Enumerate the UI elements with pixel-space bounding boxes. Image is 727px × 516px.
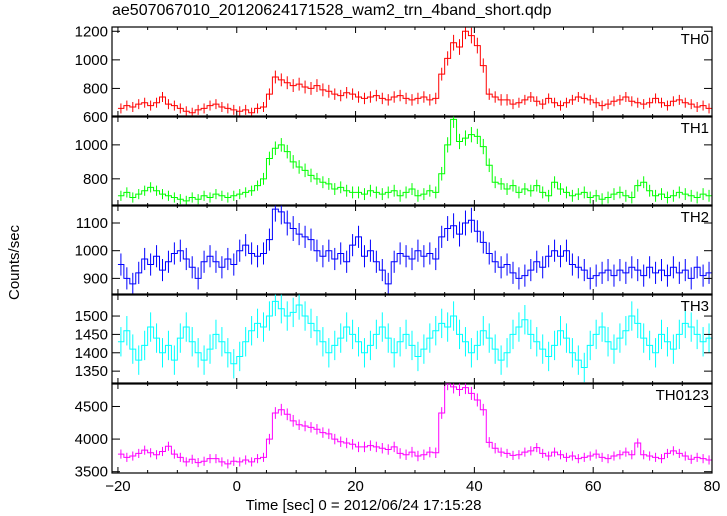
x-axis-label: Time [sec] 0 = 2012/06/24 17:15:28 [245,497,482,514]
y-tick-label: 1000 [75,243,108,260]
chart-title: ae507067010_20120624171528_wam2_trn_4ban… [112,2,552,19]
panel-label-th1: TH1 [681,120,709,137]
panel-frame-th1 [111,115,713,207]
y-tick-label: 4000 [75,431,108,448]
panel-label-th0: TH0 [681,31,709,48]
y-tick-label: 4500 [75,398,108,415]
panel-frame-th0 [111,26,713,118]
series-line-th1 [117,118,712,202]
y-tick-label: 1400 [75,345,108,362]
y-tick-label: 1000 [75,137,108,154]
y-tick-label: 1450 [75,326,108,343]
series-line-th2 [117,208,712,285]
x-tick-label: 40 [466,478,483,495]
panel-label-th3: TH3 [681,298,709,315]
panel-label-th0123: TH0123 [656,387,709,404]
y-tick-label: 1200 [75,23,108,40]
y-tick-label: 1100 [76,215,108,232]
panel-frame-th3 [111,293,713,385]
y-tick-label: 1000 [75,52,108,69]
x-tick-label: 0 [233,478,241,495]
y-tick-label: 1500 [75,308,108,325]
y-axis-label: Counts/sec [6,224,23,300]
series-line-th0123 [117,383,712,465]
series-line-th0 [117,30,712,114]
y-tick-label: 600 [83,109,108,126]
x-tick-label: −20 [105,478,130,495]
y-tick-label: 900 [83,270,108,287]
y-tick-label: 800 [83,80,108,97]
x-tick-label: 20 [347,478,364,495]
y-tick-label: 3500 [75,464,108,481]
y-tick-label: 800 [83,171,108,188]
series-line-th3 [117,300,712,368]
x-tick-label: 60 [585,478,602,495]
y-tick-label: 1350 [75,363,108,380]
panel-frame-th0123 [111,382,713,474]
panel-label-th2: TH2 [681,209,709,226]
x-tick-label: 80 [704,478,721,495]
panel-frame-th2 [111,204,713,296]
